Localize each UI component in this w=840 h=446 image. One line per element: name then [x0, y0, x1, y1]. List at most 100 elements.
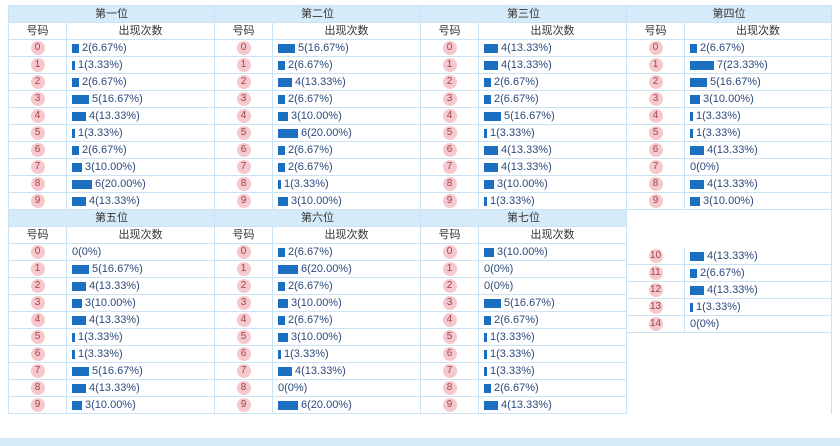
frequency-bar: [484, 383, 491, 393]
table-row: 9 3(10.00%): [9, 397, 214, 414]
table-row: 7 2(6.67%): [215, 159, 420, 176]
panel-position-5: 第五位 号码 出现次数 0 0(0%) 1 5(16.67%) 2 4(13.33%) 3 3(10…: [8, 210, 214, 414]
frequency-tables-page: 第一位 号码 出现次数 0 2(6.67%) 1 1(3.33%) 2 2(6.67%) 3 5(1…: [8, 5, 832, 414]
count-label: 0(0%): [484, 280, 514, 292]
number-cell: 7: [421, 159, 479, 175]
table-row: 5 1(3.33%): [627, 125, 831, 142]
number-cell: 7: [421, 363, 479, 379]
table-row: 3 3(10.00%): [627, 91, 831, 108]
panel-position-1: 第一位 号码 出现次数 0 2(6.67%) 1 1(3.33%) 2 2(6.67%) 3 5(1…: [8, 5, 214, 210]
table-row: 5 1(3.33%): [421, 125, 626, 142]
frequency-bar: [690, 302, 693, 312]
count-cell: 4(13.33%): [479, 142, 626, 158]
frequency-bar: [484, 128, 487, 138]
count-label: 1(3.33%): [490, 348, 535, 360]
table-row: 1 5(16.67%): [9, 261, 214, 278]
table-row: 4 5(16.67%): [421, 108, 626, 125]
count-label: 4(13.33%): [707, 284, 758, 296]
number-cell: 3: [421, 295, 479, 311]
count-label: 7(23.33%): [717, 59, 768, 71]
number-cell: 4: [215, 108, 273, 124]
number-badge: 13: [648, 300, 663, 314]
count-cell: 2(6.67%): [479, 91, 626, 107]
frequency-bar: [484, 43, 498, 53]
frequency-bar: [278, 162, 285, 172]
frequency-bar: [278, 77, 292, 87]
table-row: 6 1(3.33%): [9, 346, 214, 363]
number-badge: 2: [442, 75, 457, 89]
number-cell: 9: [9, 193, 67, 209]
count-cell: 2(6.67%): [479, 312, 626, 328]
count-column-header: 出现次数: [118, 25, 163, 37]
count-cell: 3(10.00%): [479, 176, 626, 192]
number-badge: 9: [442, 194, 457, 208]
number-badge: 8: [236, 381, 251, 395]
count-label: 3(10.00%): [291, 297, 342, 309]
count-cell: 1(3.33%): [479, 346, 626, 362]
count-cell: 4(13.33%): [273, 74, 420, 90]
frequency-bar: [278, 179, 281, 189]
count-cell: 6(20.00%): [273, 125, 420, 141]
count-label: 4(13.33%): [89, 195, 140, 207]
number-badge: 0: [30, 245, 45, 259]
count-label: 2(6.67%): [82, 42, 127, 54]
number-cell: 6: [627, 142, 685, 158]
table-row: 1 1(3.33%): [9, 57, 214, 74]
number-cell: 4: [9, 108, 67, 124]
count-cell: 4(13.33%): [67, 193, 214, 209]
number-badge: 8: [442, 177, 457, 191]
count-label: 3(10.00%): [291, 110, 342, 122]
frequency-bar: [278, 281, 285, 291]
frequency-bar: [278, 366, 292, 376]
table-row: 5 3(10.00%): [215, 329, 420, 346]
number-cell: 0: [215, 40, 273, 56]
number-badge: 0: [442, 245, 457, 259]
table-row: 6 1(3.33%): [421, 346, 626, 363]
count-cell: 0(0%): [273, 380, 420, 396]
table-row: 0 4(13.33%): [421, 40, 626, 57]
count-cell: 1(3.33%): [685, 125, 831, 141]
count-label: 2(6.67%): [288, 144, 333, 156]
number-cell: 8: [9, 380, 67, 396]
number-cell: 2: [215, 278, 273, 294]
frequency-bar: [484, 111, 501, 121]
count-label: 0(0%): [690, 318, 720, 330]
table-row: 2 4(13.33%): [215, 74, 420, 91]
count-label: 2(6.67%): [288, 59, 333, 71]
table-row: 2 0(0%): [421, 278, 626, 295]
frequency-bar: [72, 179, 92, 189]
panel-position-7: 第七位 号码 出现次数 0 3(10.00%) 1 0(0%) 2 0(0%) 3 5(16.67%…: [420, 210, 626, 414]
panel-position-6: 第六位 号码 出现次数 0 2(6.67%) 1 6(20.00%) 2 2(6.67%) 3 3(…: [214, 210, 420, 414]
number-cell: 0: [421, 40, 479, 56]
number-cell: 12: [627, 282, 685, 298]
number-badge: 6: [236, 347, 251, 361]
table-row: 3 2(6.67%): [421, 91, 626, 108]
number-badge: 0: [30, 41, 45, 55]
number-cell: 2: [215, 74, 273, 90]
table-row: 0 2(6.67%): [627, 40, 831, 57]
count-cell: 2(6.67%): [273, 57, 420, 73]
count-label: 4(13.33%): [707, 144, 758, 156]
table-row: 1 2(6.67%): [215, 57, 420, 74]
number-badge: 1: [30, 58, 45, 72]
count-label: 2(6.67%): [288, 280, 333, 292]
count-cell: 2(6.67%): [273, 142, 420, 158]
table-row: 4 2(6.67%): [421, 312, 626, 329]
count-cell: 2(6.67%): [67, 142, 214, 158]
count-cell: 2(6.67%): [67, 74, 214, 90]
count-cell: 2(6.67%): [685, 265, 831, 281]
frequency-bar: [72, 281, 86, 291]
number-cell: 9: [9, 397, 67, 413]
frequency-bar: [484, 77, 491, 87]
frequency-bar: [690, 128, 693, 138]
frequency-bar: [278, 247, 285, 257]
count-cell: 1(3.33%): [67, 57, 214, 73]
count-column-header: 出现次数: [324, 25, 369, 37]
frequency-bar: [484, 94, 491, 104]
table-row: 9 4(13.33%): [421, 397, 626, 414]
frequency-bar: [690, 94, 700, 104]
count-cell: 4(13.33%): [479, 57, 626, 73]
frequency-bar: [72, 145, 79, 155]
count-cell: 4(13.33%): [479, 397, 626, 413]
count-label: 1(3.33%): [490, 195, 535, 207]
